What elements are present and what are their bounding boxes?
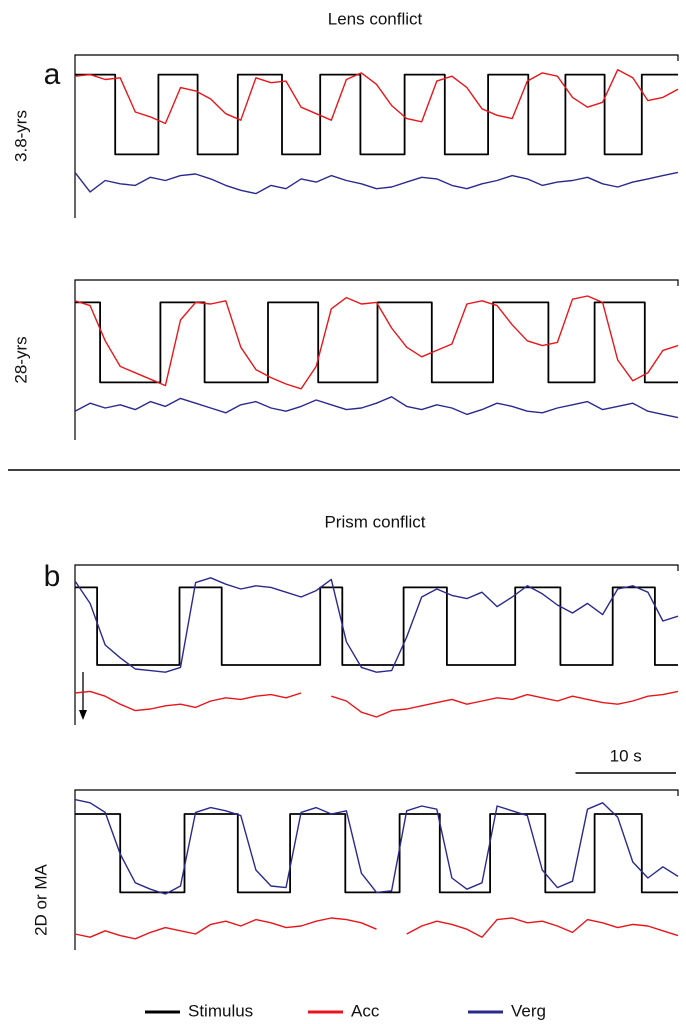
trace [74, 690, 679, 718]
y-axis-label: 2D or MA [31, 863, 50, 935]
frame [74, 279, 679, 440]
trace [74, 798, 679, 895]
trace [74, 396, 679, 419]
section-title: Prism conflict [324, 512, 425, 531]
trace [74, 171, 679, 195]
frame [74, 789, 679, 950]
trace [74, 577, 679, 673]
trace [75, 586, 678, 666]
section-title: Lens conflict [328, 9, 423, 28]
scale-bar-label: 10 s [610, 746, 642, 765]
trace [74, 295, 679, 390]
frame [74, 564, 679, 725]
trace [75, 301, 678, 384]
y-axis-label: 3.8-yrs [11, 110, 30, 162]
trace [75, 813, 678, 894]
legend-label: Acc [351, 1001, 380, 1020]
arrow [79, 672, 87, 720]
panel-letter: b [44, 560, 61, 593]
frame [74, 54, 679, 218]
trace [74, 917, 679, 940]
legend-label: Verg [511, 1001, 546, 1020]
legend-label: Stimulus [188, 1001, 253, 1020]
trace [74, 69, 679, 125]
trace [75, 73, 678, 156]
panel-letter: a [44, 58, 61, 91]
y-axis-label: 28-yrs [11, 336, 30, 383]
